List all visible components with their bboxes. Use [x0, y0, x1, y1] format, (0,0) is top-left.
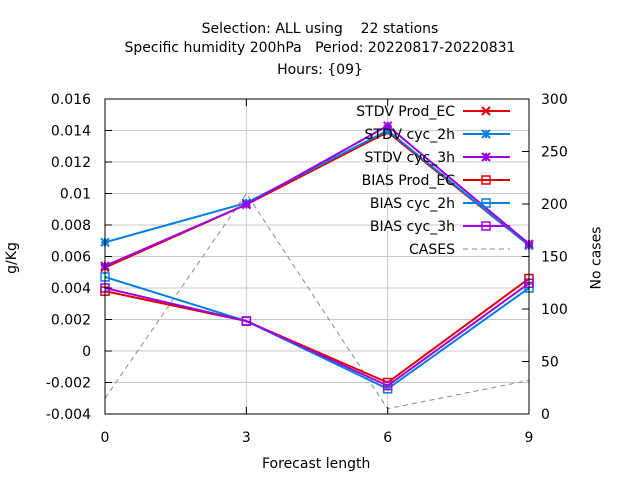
data-point — [382, 380, 393, 391]
legend-label: BIAS cyc_3h — [370, 219, 455, 235]
legend-marker — [481, 106, 491, 116]
series-layer — [100, 121, 534, 394]
legend-marker — [481, 198, 491, 208]
x-tick-label: 0 — [101, 430, 110, 446]
x-tick-label: 6 — [383, 430, 392, 446]
y-tick-label: -0.002 — [46, 376, 91, 392]
y-tick-label: 0.014 — [51, 124, 91, 140]
series-line-2 — [104, 124, 530, 267]
legend-label: BIAS cyc_2h — [370, 196, 455, 212]
legend-label: CASES — [409, 242, 455, 258]
legend-label: BIAS Prod_EC — [362, 173, 456, 189]
series-line-4 — [104, 276, 530, 390]
series-line-0 — [104, 130, 530, 269]
x-axis-label: Forecast length — [262, 456, 371, 472]
y2-tick-label: 0 — [541, 407, 550, 423]
legend-marker — [481, 175, 491, 185]
y2-tick-label: 150 — [541, 250, 568, 266]
y-tick-label: 0.006 — [51, 250, 91, 266]
y2-tick-label: 300 — [541, 92, 568, 108]
series-line-3 — [104, 277, 530, 384]
chart-title-line-3: Hours: {09} — [277, 62, 363, 78]
y2-tick-label: 200 — [541, 197, 568, 213]
y-tick-label: 0.004 — [51, 281, 91, 297]
legend-marker — [481, 152, 491, 162]
y2-tick-label: 100 — [541, 302, 568, 318]
data-point — [241, 199, 252, 210]
x-tick-label: 3 — [242, 430, 251, 446]
legend: STDV Prod_EC STDV cyc_2h STDV cyc_3h BIAS P… — [356, 104, 510, 258]
series-line-5 — [104, 282, 530, 387]
y-tick-label: -0.004 — [46, 407, 91, 423]
x-tick-label: 9 — [525, 430, 534, 446]
cases-layer — [104, 192, 530, 410]
legend-label: STDV Prod_EC — [356, 104, 455, 120]
y-tick-label: 0.01 — [60, 187, 91, 203]
y-tick-label: 0.008 — [51, 218, 91, 234]
data-point — [241, 316, 252, 326]
y-tick-label: 0.012 — [51, 155, 91, 171]
y-tick-label: 0.002 — [51, 313, 91, 329]
y-tick-label: 0.016 — [51, 92, 91, 108]
grid-lines — [105, 99, 529, 414]
data-point — [382, 121, 393, 131]
legend-label: STDV cyc_2h — [365, 127, 455, 143]
chart-title-line-1: Selection: ALL using 22 stations — [201, 21, 439, 37]
legend-marker — [481, 129, 491, 139]
legend-label: STDV cyc_3h — [365, 150, 455, 166]
y-tick-label: 0 — [82, 344, 91, 360]
axis-ticks: -0.004 -0.002 0 0.002 0.004 0.006 0.008 0.01 0.0… — [46, 92, 568, 446]
y2-tick-label: 50 — [541, 355, 559, 371]
series-line-1 — [104, 129, 530, 247]
series-line-6 — [104, 192, 530, 410]
y2-tick-label: 250 — [541, 145, 568, 161]
legend-marker — [481, 221, 491, 231]
chart-title-line-2: Specific humidity 200hPa Period: 2022081… — [124, 40, 516, 56]
